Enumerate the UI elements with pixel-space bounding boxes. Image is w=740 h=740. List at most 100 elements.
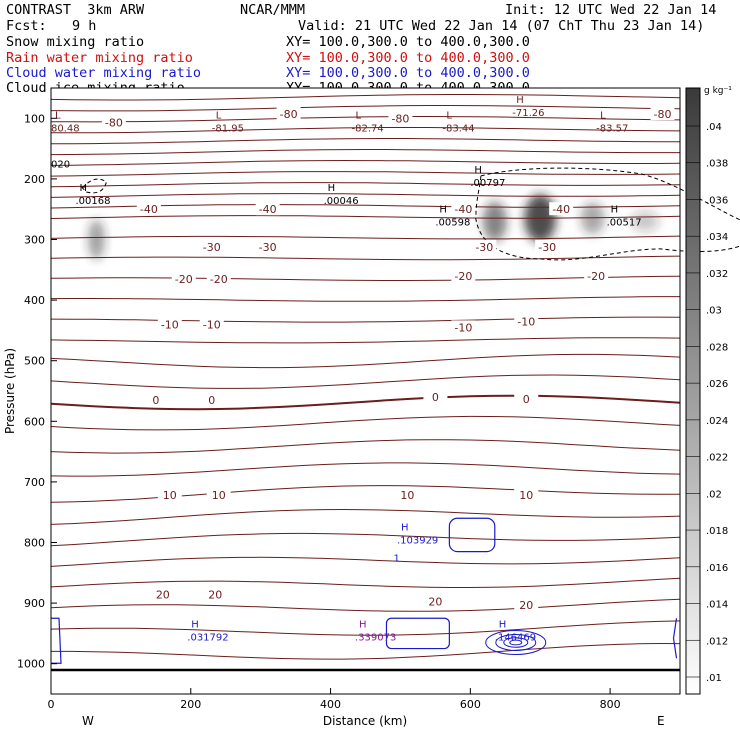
isotherm-label: -20 [210, 273, 228, 286]
y-tick-label: 200 [24, 173, 45, 186]
colorbar-label: .018 [706, 526, 728, 537]
isotherm-label: 20 [519, 599, 533, 612]
colorbar-label: .012 [706, 636, 728, 647]
extremum-mark: L [446, 110, 452, 121]
isotherm-label: -30 [259, 241, 277, 254]
isotherm-label-bg [199, 239, 224, 253]
isotherm-label: 10 [212, 489, 226, 502]
forecast-hour: 9 h [72, 18, 97, 34]
isotherm-label-bg [514, 314, 539, 328]
isotherm-line [50, 296, 680, 302]
isotherm-line [50, 598, 681, 612]
isotherm-label-bg [514, 391, 539, 405]
y-tick-label: 700 [24, 476, 45, 489]
isotherm-label: -80 [280, 108, 298, 121]
extremum-mark: H [499, 619, 507, 630]
plot-area [51, 88, 680, 694]
product-title: CONTRAST 3km ARW [6, 2, 145, 18]
isotherm-label: -40 [140, 203, 158, 216]
extremum-value: .339073 [355, 632, 396, 643]
isotherm-label-bg [101, 115, 126, 129]
extremum-value: .00598 [435, 217, 470, 228]
extremum-mark: H [191, 619, 199, 630]
isotherm-line [50, 275, 681, 281]
isotherm-label: -30 [475, 241, 493, 254]
extremum-value: 020 [51, 160, 70, 171]
colorbar-label: .01 [706, 673, 722, 684]
isotherm-label: -80 [654, 108, 672, 121]
extremum-value: -71.26 [512, 108, 544, 119]
isotherm-line [50, 577, 681, 588]
colorbar [685, 87, 701, 695]
isotherm-line [50, 94, 681, 101]
cloud-ice-contour [81, 178, 108, 194]
x-tick-label: 400 [320, 698, 341, 711]
y-tick-label: 300 [24, 234, 45, 247]
isotherm-line [50, 105, 681, 112]
isotherm-label: -80 [391, 112, 409, 125]
colorbar-label: .032 [706, 269, 728, 280]
extremum-mark: H [328, 183, 336, 194]
colorbar-label: .014 [706, 600, 728, 611]
isotherm-label-bg [472, 239, 497, 253]
isotherm-label-bg [136, 202, 161, 216]
cloud-water-contour [509, 639, 523, 646]
x-tick-label: 0 [48, 698, 55, 711]
cloud-water-contours [51, 517, 678, 664]
isotherm-line [50, 149, 680, 156]
colorbar-label: .028 [706, 342, 728, 353]
y-tick-label: 400 [24, 294, 45, 307]
isotherm-label: 0 [152, 394, 159, 407]
isotherm-line [50, 556, 681, 567]
extremum-value: .00517 [607, 217, 642, 228]
colorbar-label: .026 [706, 379, 728, 390]
isotherm-line [50, 182, 681, 188]
isotherm-line [50, 215, 681, 219]
isotherm-label-bg [549, 202, 574, 216]
colorbar-labels: .04 .038 .036 .034 .032 .03 .028 .026 .024 .022 .0… [686, 122, 728, 684]
extremum-value: .103929 [397, 535, 438, 546]
isotherm-line [50, 485, 681, 503]
field-xy-cloud-water: XY= 100.0,300.0 to 400.0,300.0 [286, 65, 530, 81]
x-axis: 0 200 400 600 800 [48, 688, 621, 711]
isotherm-line [50, 439, 681, 454]
isotherm-line [50, 337, 681, 344]
isotherm-line [50, 116, 681, 123]
cloud-water-contour [485, 629, 547, 655]
isotherm-label-bg [650, 107, 675, 121]
isotherm-label: 10 [400, 489, 414, 502]
colorbar-label: .024 [706, 416, 728, 427]
isotherm-label: -10 [517, 315, 535, 328]
isotherm-label-bg [157, 317, 182, 331]
cloud-water-contour [672, 618, 678, 659]
extremum-mark: H [439, 204, 447, 215]
isotherm-line [50, 193, 681, 198]
isotherm-label-bg [199, 317, 224, 331]
cloud-contour-label: 1 [393, 554, 399, 565]
isotherm-line [50, 171, 681, 177]
isotherm-line [50, 508, 681, 525]
x-tick-label: 800 [600, 698, 621, 711]
y-axis: 100 200 300 400 500 600 700 800 900 1000 [17, 112, 57, 671]
extremum-mark: H [516, 95, 524, 106]
isotherm-label: 0 [523, 393, 530, 406]
isotherm-label: -20 [454, 270, 472, 283]
isotherm-label: 0 [208, 394, 215, 407]
y-axis-label: Pressure (hPa) [3, 348, 17, 434]
isotherm-label: -10 [454, 321, 472, 334]
y-tick-label: 800 [24, 537, 45, 550]
extremum-mark: L [600, 110, 606, 121]
x-tick-label: 600 [460, 698, 481, 711]
field-name-cloud-water: Cloud water mixing ratio [6, 65, 202, 81]
extremum-mark: H [474, 165, 482, 176]
isotherm-label: -30 [538, 241, 556, 254]
colorbar-label: .02 [706, 489, 722, 500]
contour-labels: -80 -80 -80 -80 -40 -40 -40 -40 -30 -30 -30 -30 -20 -… [51, 95, 675, 643]
isotherm-label-bg [535, 239, 560, 253]
isotherm-label-bg [451, 320, 476, 334]
cloud-ice-contours [81, 167, 740, 261]
cloud-water-contour [503, 637, 529, 648]
isotherm-line [51, 138, 681, 145]
snow-shade [482, 201, 507, 242]
